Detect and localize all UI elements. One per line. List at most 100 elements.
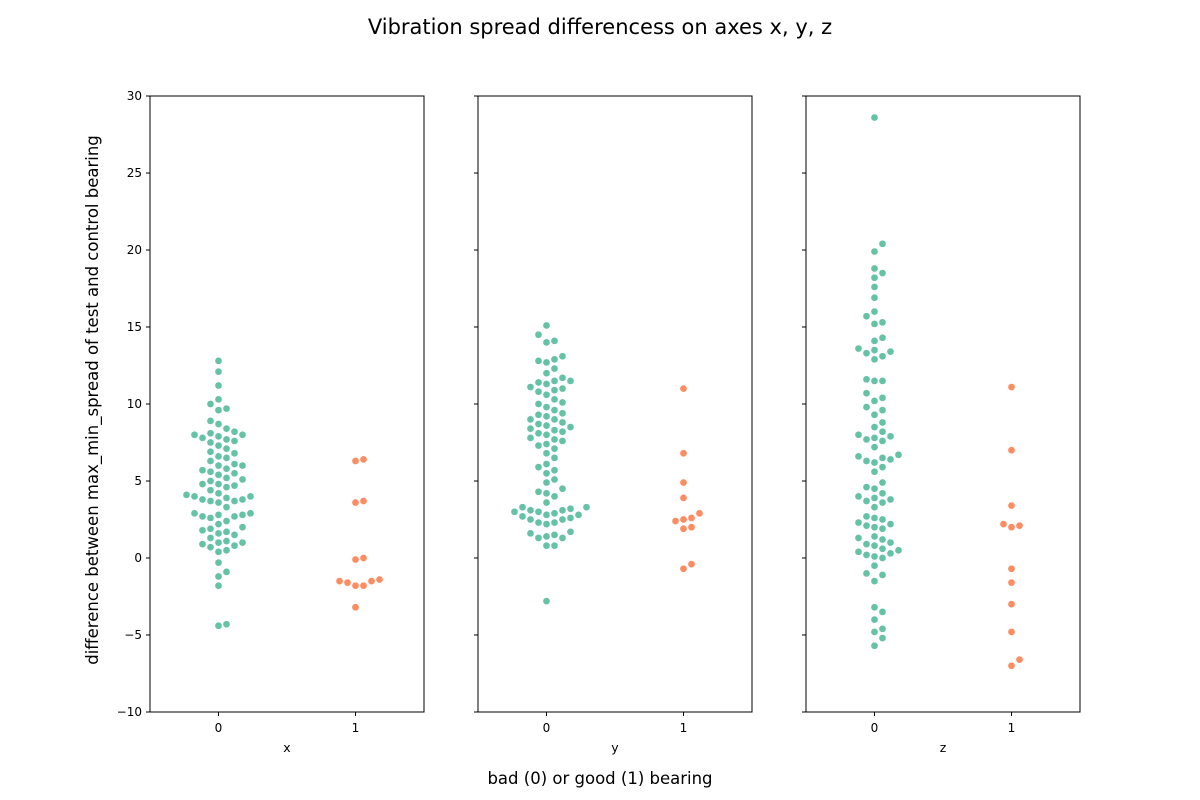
data-point xyxy=(1007,600,1016,609)
data-point xyxy=(870,283,879,291)
data-point xyxy=(870,434,879,442)
data-point xyxy=(542,511,551,519)
data-point xyxy=(222,546,231,555)
data-point xyxy=(238,475,247,484)
x-tick-label: 1 xyxy=(1008,721,1016,735)
data-point xyxy=(230,449,239,458)
data-point xyxy=(862,569,871,578)
data-point xyxy=(566,527,575,536)
data-point xyxy=(534,420,543,428)
data-point xyxy=(894,450,903,459)
data-point xyxy=(550,426,559,435)
data-point xyxy=(526,415,535,424)
data-point xyxy=(206,457,215,465)
data-point xyxy=(542,430,551,439)
data-point xyxy=(534,518,543,527)
data-point xyxy=(359,497,368,505)
data-point xyxy=(526,424,535,433)
data-point xyxy=(886,538,895,547)
data-point xyxy=(886,432,895,441)
data-point xyxy=(878,478,887,487)
data-point xyxy=(534,387,543,396)
data-point xyxy=(526,383,535,391)
y-tick-label: 20 xyxy=(127,243,142,257)
data-point xyxy=(367,577,376,585)
data-point xyxy=(878,269,887,277)
data-point xyxy=(870,113,879,122)
data-point xyxy=(862,540,871,548)
data-point xyxy=(214,498,223,507)
data-point xyxy=(558,373,567,382)
data-point xyxy=(534,378,543,387)
data-point xyxy=(870,337,879,345)
data-point xyxy=(238,523,247,532)
data-point xyxy=(566,504,575,513)
data-point xyxy=(222,424,231,433)
data-point xyxy=(238,430,247,439)
data-point xyxy=(206,400,215,408)
data-point xyxy=(999,520,1008,528)
data-point xyxy=(870,247,879,256)
data-point xyxy=(878,489,887,498)
data-point xyxy=(870,355,879,364)
data-point xyxy=(222,464,231,473)
data-point xyxy=(222,494,231,502)
data-point xyxy=(542,520,551,528)
data-point xyxy=(574,511,583,519)
data-point xyxy=(679,515,688,524)
data-point xyxy=(222,454,231,462)
data-point xyxy=(870,577,879,585)
data-point xyxy=(238,495,247,504)
data-point xyxy=(558,534,567,542)
data-point xyxy=(222,483,231,492)
data-point xyxy=(222,620,231,629)
data-point xyxy=(214,558,223,567)
data-point xyxy=(878,393,887,402)
data-point xyxy=(550,377,559,385)
data-point xyxy=(542,338,551,347)
data-point xyxy=(679,384,688,393)
data-point xyxy=(894,546,903,555)
data-point xyxy=(687,514,696,522)
data-point xyxy=(214,432,223,441)
data-point xyxy=(534,441,543,450)
data-point xyxy=(870,514,879,522)
data-point xyxy=(214,441,223,450)
data-point xyxy=(878,437,887,445)
data-point xyxy=(870,641,879,650)
data-point xyxy=(190,430,199,439)
data-point xyxy=(542,460,551,468)
data-point xyxy=(351,498,360,507)
data-point xyxy=(870,377,879,385)
data-point xyxy=(886,495,895,504)
data-point xyxy=(542,390,551,399)
data-point xyxy=(1007,446,1016,455)
data-point xyxy=(526,515,535,524)
data-point xyxy=(238,538,247,547)
data-point xyxy=(550,386,559,394)
data-point xyxy=(862,512,871,521)
data-point xyxy=(870,615,879,624)
data-point xyxy=(518,512,527,521)
data-point xyxy=(854,518,863,527)
data-point xyxy=(679,564,688,573)
data-point xyxy=(878,535,887,544)
data-point xyxy=(246,509,255,518)
data-point xyxy=(558,484,567,493)
data-point xyxy=(542,380,551,388)
data-point xyxy=(878,634,887,642)
data-point xyxy=(550,337,559,345)
data-point xyxy=(878,463,887,471)
data-point xyxy=(862,389,871,398)
data-point xyxy=(230,541,239,550)
data-point xyxy=(214,511,223,519)
data-point xyxy=(214,621,223,630)
data-point xyxy=(550,395,559,404)
data-point xyxy=(550,415,559,424)
data-point xyxy=(870,523,879,532)
data-point xyxy=(550,475,559,484)
data-point xyxy=(230,437,239,445)
data-point xyxy=(359,581,368,590)
data-point xyxy=(542,498,551,507)
